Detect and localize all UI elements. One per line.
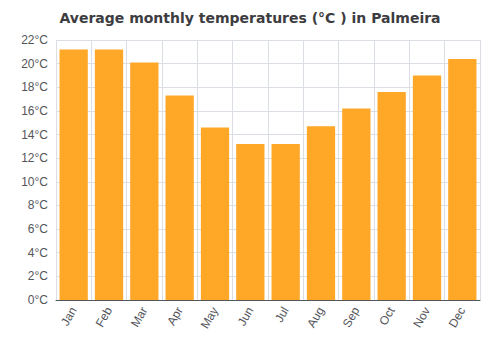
svg-text:Oct: Oct: [376, 304, 398, 328]
svg-text:Jul: Jul: [272, 304, 292, 324]
svg-text:Aug: Aug: [304, 304, 327, 329]
svg-text:Sep: Sep: [340, 304, 363, 330]
svg-text:2°C: 2°C: [28, 269, 48, 283]
svg-text:Nov: Nov: [410, 304, 433, 329]
svg-text:May: May: [198, 304, 221, 331]
svg-text:Feb: Feb: [93, 304, 116, 329]
svg-text:12°C: 12°C: [21, 151, 48, 165]
svg-text:Apr: Apr: [164, 304, 185, 327]
svg-text:18°C: 18°C: [21, 80, 48, 94]
svg-text:10°C: 10°C: [21, 175, 48, 189]
svg-text:Jan: Jan: [58, 304, 80, 328]
svg-text:14°C: 14°C: [21, 128, 48, 142]
svg-text:16°C: 16°C: [21, 104, 48, 118]
svg-text:Mar: Mar: [128, 304, 150, 329]
svg-text:Dec: Dec: [446, 304, 469, 329]
svg-text:Average monthly temperatures (: Average monthly temperatures (°C ) in Pa…: [59, 10, 440, 26]
svg-text:22°C: 22°C: [21, 33, 48, 47]
svg-text:0°C: 0°C: [28, 293, 48, 307]
svg-text:20°C: 20°C: [21, 57, 48, 71]
svg-text:6°C: 6°C: [28, 222, 48, 236]
svg-text:4°C: 4°C: [28, 246, 48, 260]
svg-text:8°C: 8°C: [28, 198, 48, 212]
svg-text:Jun: Jun: [235, 304, 257, 328]
